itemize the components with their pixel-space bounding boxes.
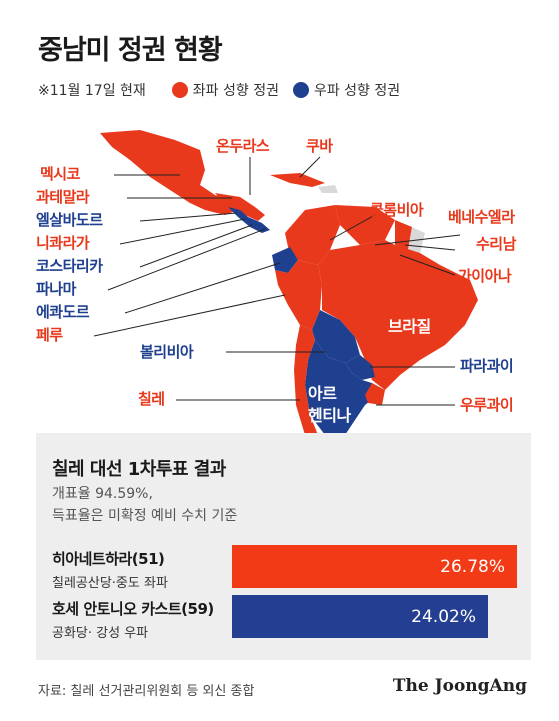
candidate-1: 히아네트하라(51) 칠레공산당·중도 좌파 bbox=[52, 548, 168, 591]
latin-america-map: 멕시코 과테말라 엘살바도르 니콰라가 코스타리카 파나마 에콰도르 페루 볼리… bbox=[0, 115, 559, 435]
candidate-1-value: 26.78% bbox=[440, 556, 505, 577]
candidate-2-value: 24.02% bbox=[411, 606, 476, 627]
candidate-name: 호세 안토니오 카스트(59) bbox=[52, 600, 214, 618]
right-dot-icon bbox=[292, 82, 309, 98]
panel-note: 개표율 94.59%, 득표율은 미확정 예비 수치 기준 bbox=[52, 486, 238, 524]
label-guatemala: 과테말라 bbox=[36, 188, 90, 206]
legend-right: 우파 성향 정권 bbox=[292, 80, 400, 100]
label-guyana: 가이아나 bbox=[458, 267, 512, 285]
label-panama: 파나마 bbox=[36, 280, 76, 298]
label-bolivia: 볼리비아 bbox=[140, 343, 194, 361]
candidate-2-bar: 24.02% bbox=[232, 595, 488, 638]
label-honduras: 온두라스 bbox=[216, 137, 270, 155]
label-peru: 페루 bbox=[36, 326, 63, 344]
panel-title: 칠레 대선 1차투표 결과 bbox=[52, 459, 226, 480]
date-note: ※11월 17일 현재 bbox=[38, 83, 146, 99]
peru-shape bbox=[275, 260, 322, 330]
label-chile: 칠레 bbox=[138, 390, 165, 408]
ecuador-shape bbox=[272, 247, 298, 273]
cuba-shape bbox=[270, 173, 325, 187]
map-svg bbox=[93, 130, 478, 435]
left-dot-icon bbox=[171, 82, 188, 98]
candidate-party: 공화당· 강성 우파 bbox=[52, 626, 149, 641]
paraguay-shape bbox=[345, 355, 375, 380]
label-colombia: 콜롬비아 bbox=[370, 201, 424, 219]
hispaniola-shape bbox=[318, 185, 338, 193]
candidate-2: 호세 안토니오 카스트(59) 공화당· 강성 우파 bbox=[52, 598, 214, 641]
candidate-name: 히아네트하라(51) bbox=[52, 550, 165, 568]
label-el-salvador: 엘살바도르 bbox=[36, 211, 103, 229]
label-brazil: 브라질 bbox=[388, 317, 431, 336]
source-note: 자료: 칠레 선거관리위원회 등 외신 종합 bbox=[38, 684, 255, 699]
candidate-party: 칠레공산당·중도 좌파 bbox=[52, 576, 168, 591]
candidate-1-bar: 26.78% bbox=[232, 545, 517, 588]
legend-left: 좌파 성향 정권 bbox=[171, 80, 279, 100]
label-nicaragua: 니콰라가 bbox=[36, 234, 90, 252]
label-mexico: 멕시코 bbox=[40, 165, 80, 183]
central-america-right bbox=[228, 207, 270, 233]
label-ecuador: 에콰도르 bbox=[36, 303, 90, 321]
label-venezuela: 베네수엘라 bbox=[448, 208, 515, 226]
label-uruguay: 우루과이 bbox=[460, 396, 514, 414]
label-cuba: 쿠바 bbox=[306, 137, 333, 155]
mexico-shape bbox=[100, 130, 238, 215]
page-title: 중남미 정권 현황 bbox=[38, 35, 223, 66]
argentina-shape bbox=[305, 340, 378, 435]
central-america-left bbox=[215, 193, 265, 221]
label-paraguay: 파라과이 bbox=[460, 357, 514, 375]
label-costa-rica: 코스타리카 bbox=[36, 257, 103, 275]
election-result-panel: 칠레 대선 1차투표 결과 개표율 94.59%, 득표율은 미확정 예비 수치… bbox=[36, 433, 531, 660]
legend: ※11월 17일 현재 좌파 성향 정권 우파 성향 정권 bbox=[38, 80, 414, 100]
venezuela-shape bbox=[335, 205, 395, 245]
bolivia-shape bbox=[312, 310, 360, 363]
brazil-shape bbox=[318, 240, 478, 390]
uruguay-shape bbox=[365, 383, 385, 405]
label-argentina: 아르 헨티나 bbox=[308, 384, 351, 425]
label-suriname: 수리남 bbox=[476, 235, 516, 253]
colombia-shape bbox=[285, 205, 340, 265]
brand-logo: The JoongAng bbox=[392, 676, 527, 696]
